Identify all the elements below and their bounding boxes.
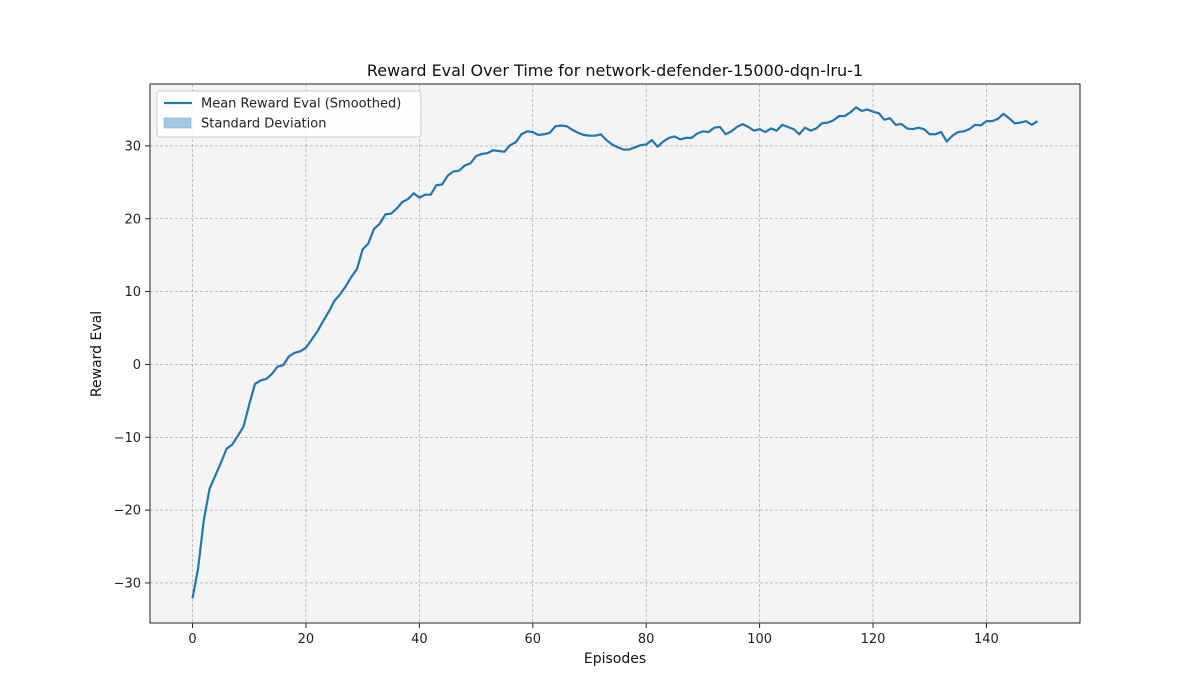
y-axis-label: Reward Eval	[89, 311, 105, 397]
y-tick-label: −30	[114, 576, 141, 591]
x-tick-label: 100	[747, 632, 772, 647]
x-tick-label: 80	[638, 632, 655, 647]
y-tick-label: 10	[124, 285, 141, 300]
chart-title: Reward Eval Over Time for network-defend…	[367, 61, 863, 80]
y-axis: −30 −20 −10 0 10 20 30	[114, 139, 150, 591]
y-tick-label: −10	[114, 431, 141, 446]
y-tick-label: 20	[124, 212, 141, 227]
x-tick-label: 40	[411, 632, 428, 647]
x-tick-label: 140	[974, 632, 999, 647]
x-tick-label: 0	[188, 632, 196, 647]
legend-box	[156, 90, 422, 138]
y-tick-label: 30	[124, 139, 141, 154]
mean-reward-line	[191, 106, 1039, 599]
plot-frame	[149, 83, 1081, 624]
x-tick-label: 120	[861, 632, 886, 647]
y-tick-label: −20	[114, 504, 141, 519]
x-axis: 0 20 40 60 80 100 120 140	[188, 623, 999, 647]
x-axis-label: Episodes	[584, 651, 646, 667]
legend-label-mean: Mean Reward Eval (Smoothed)	[201, 97, 401, 112]
legend-label-std: Standard Deviation	[201, 117, 326, 132]
y-tick-label: 0	[133, 358, 141, 373]
legend: Mean Reward Eval (Smoothed) Standard Dev…	[156, 90, 422, 138]
gridlines	[150, 84, 1080, 623]
x-tick-label: 60	[525, 632, 542, 647]
x-tick-label: 20	[298, 632, 315, 647]
legend-band-swatch	[163, 117, 192, 129]
plot-area	[150, 84, 1080, 623]
